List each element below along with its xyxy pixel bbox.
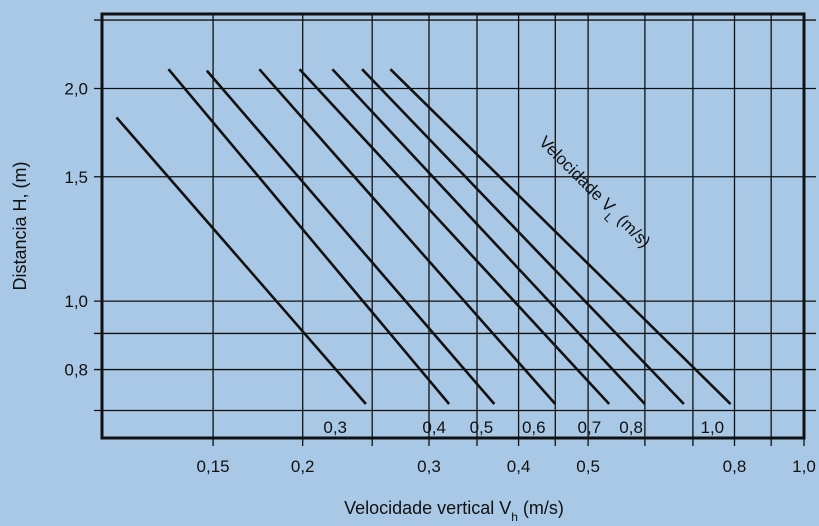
series-line <box>361 68 685 405</box>
curve-label: 0,7 <box>578 418 602 437</box>
y-tick-label: 1,0 <box>64 292 88 311</box>
series-line <box>205 69 496 405</box>
curve-label: 1,0 <box>700 418 724 437</box>
x-tick-label: 0,3 <box>417 457 441 476</box>
curve-family-annotation: Velocidade VL (m/s) <box>531 132 654 255</box>
labels: 0,15 0,2 0,3 0,4 0,5 0,8 1,0 0,8 1,0 1,5 2,0 0,3 0,4… <box>64 80 815 476</box>
curve-label: 0,3 <box>323 418 347 437</box>
x-tick-label: 0,4 <box>507 457 531 476</box>
x-axis-title: Velocidade vertical Vh (m/s) <box>344 498 564 524</box>
series-line <box>331 68 646 405</box>
y-tick-label: 2,0 <box>64 80 88 99</box>
curve-label: 0,6 <box>522 418 546 437</box>
y-tick-label: 0,8 <box>64 361 88 380</box>
x-tick-label: 0,2 <box>291 457 315 476</box>
series-line <box>298 68 611 405</box>
x-tick-label: 0,15 <box>197 457 230 476</box>
series-line <box>258 68 557 405</box>
x-tick-label: 0,8 <box>723 457 747 476</box>
series-line <box>389 68 732 405</box>
y-axis-title: Distancia H, (m) <box>10 161 30 290</box>
curve-label: 0,5 <box>470 418 494 437</box>
y-tick-label: 1,5 <box>64 168 88 187</box>
curve-label: 0,8 <box>619 418 643 437</box>
series-line <box>115 116 367 405</box>
plot-frame <box>100 12 806 440</box>
curve-label: 0,4 <box>422 418 446 437</box>
x-tick-label: 0,5 <box>576 457 600 476</box>
series-lines <box>115 68 732 405</box>
series-line <box>167 68 451 405</box>
x-tick-label: 1,0 <box>792 457 816 476</box>
